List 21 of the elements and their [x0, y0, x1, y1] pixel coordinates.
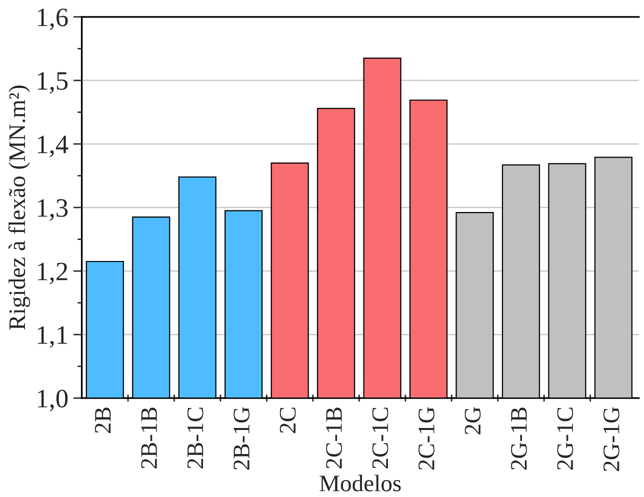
x-tick-label: 2C-1B	[326, 408, 342, 468]
y-tick-label: 1,1	[38, 326, 68, 348]
y-tick-label: 1,5	[38, 72, 68, 94]
x-tick-label: 2G	[464, 407, 481, 434]
x-tick-label: 2B	[94, 408, 111, 433]
x-tick-label: 2G-1G	[603, 407, 620, 471]
y-tick-label: 1,3	[38, 199, 68, 221]
y-tick-label: 1,4	[38, 136, 68, 158]
x-tick-label: 2C-1C	[372, 408, 388, 468]
x-axis-title: Modelos	[320, 474, 401, 492]
y-tick-label: 1,2	[38, 262, 68, 284]
x-tick-label: 2B-1G	[234, 407, 250, 470]
x-tick-label: 2G-1B	[511, 408, 527, 470]
x-tick-label: 2G-1C	[557, 408, 574, 470]
x-tick-label: 2C	[280, 408, 296, 433]
x-tick-label: 2B-1C	[187, 408, 204, 468]
x-tick-label: 2C-1G	[418, 407, 434, 470]
y-axis-title: Rigidez à flexão (MN.m²)	[8, 86, 30, 330]
y-tick-label: 1,6	[38, 8, 68, 30]
y-tick-label: 1,0	[38, 390, 68, 412]
x-tick-label: 2B-1B	[141, 408, 157, 468]
